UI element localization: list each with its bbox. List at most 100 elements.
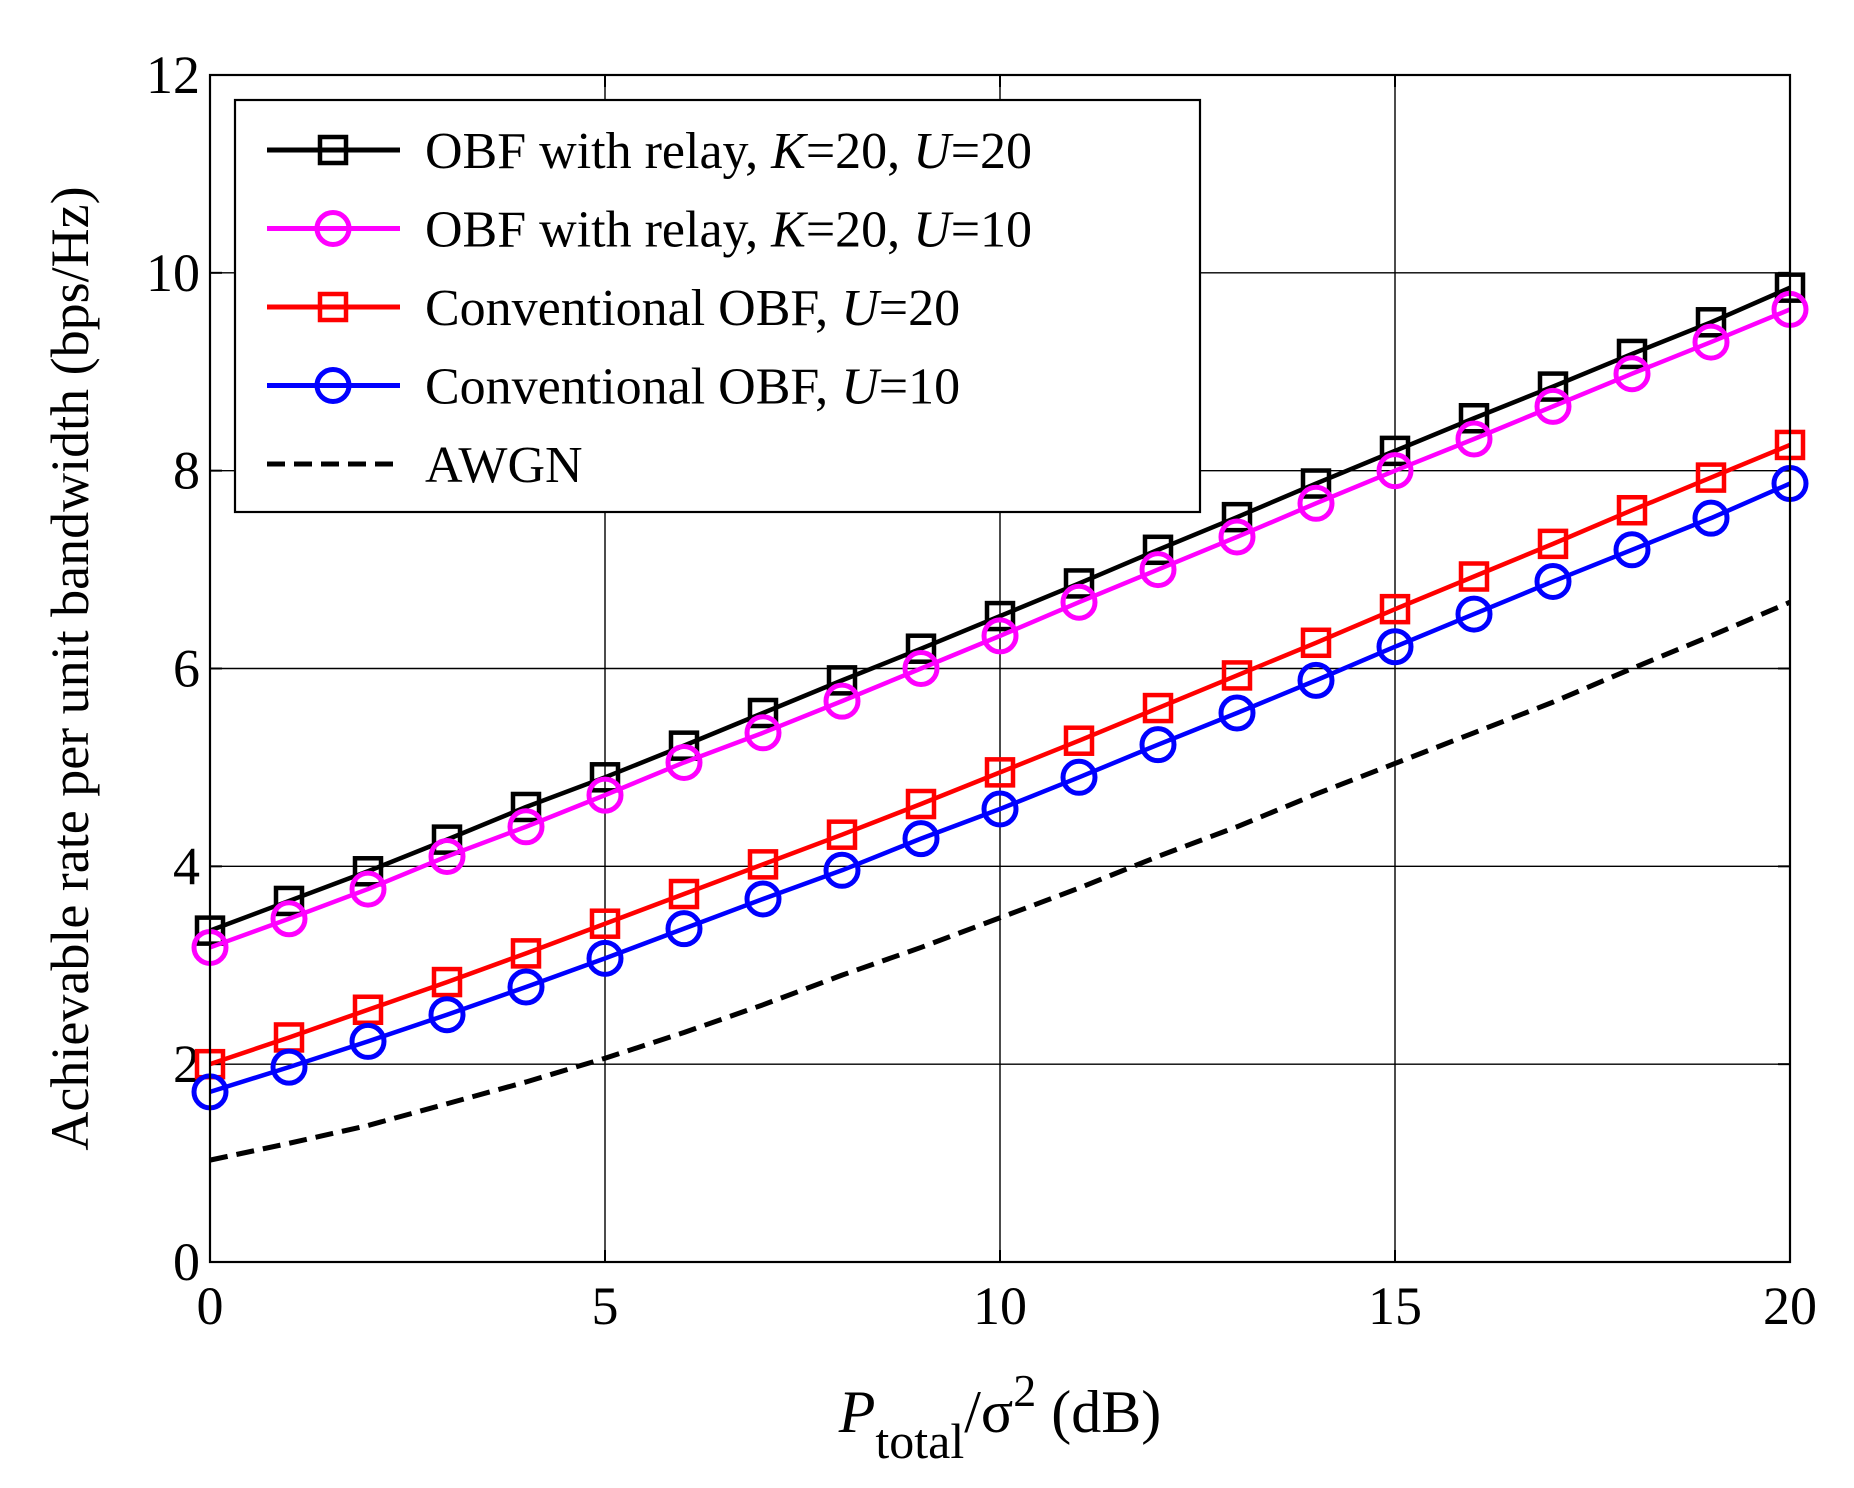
data-point-marker [1534,387,1572,425]
x-tick-label: 10 [973,1276,1027,1336]
legend: OBF with relay, K=20, U=20 OBF with relay… [233,98,1202,514]
data-point-marker [981,617,1019,655]
legend-entry: OBF with relay, K=20, U=20 [267,123,1032,180]
data-point-marker [984,757,1016,788]
data-point-marker [1379,435,1411,467]
data-point-marker [589,908,621,939]
series-1 [191,290,1809,966]
data-point-marker [507,808,545,846]
series-line [209,481,1791,1095]
data-point-marker [510,791,542,823]
data-point-marker [431,966,463,998]
data-point-marker [1534,562,1572,600]
data-point-marker [428,996,466,1034]
data-point-marker [1139,551,1177,589]
data-point-marker [1537,371,1569,402]
data-point-marker [1300,627,1332,659]
data-point-marker [1221,501,1253,533]
data-point-marker [1139,726,1177,764]
data-point-marker [273,885,305,917]
data-point-marker [823,851,861,889]
legend-entry: Conventional OBF, U=10 [267,359,960,416]
data-point-marker [352,856,384,887]
x-axis-label-main: P [838,1379,876,1445]
x-tick-label: 0 [197,1276,224,1336]
data-point-marker [1060,583,1098,621]
data-point-marker [586,776,624,814]
series-line [209,599,1791,1163]
data-point-marker [1458,402,1490,434]
x-axis-label-unit: (dB) [1036,1379,1161,1445]
data-point-marker [1300,468,1332,499]
x-tick-label: 20 [1763,1276,1817,1336]
x-axis-label-rest: /σ [964,1379,1013,1445]
data-point-marker [1537,528,1569,560]
legend-marker [317,291,349,323]
y-tick-label: 12 [146,45,200,105]
data-point-marker [1297,484,1335,522]
x-tick-label: 5 [592,1276,619,1336]
data-point-marker [1297,661,1335,699]
data-point-marker [352,994,384,1026]
y-tick-label: 6 [173,639,200,699]
data-point-marker [826,665,858,696]
data-point-marker [665,910,703,948]
data-point-marker [1218,518,1256,556]
data-point-marker [668,878,700,910]
y-tick-label: 10 [146,243,200,303]
data-point-marker [431,824,463,855]
x-tick-label: 15 [1368,1276,1422,1336]
data-point-marker [349,870,387,908]
data-point-marker [665,743,703,781]
data-point-marker [1142,534,1174,566]
data-point-marker [902,650,940,687]
data-point-marker [1455,595,1493,633]
data-point-marker [589,762,621,793]
data-point-marker [1060,758,1098,796]
series-line [209,442,1791,1067]
data-point-marker [1221,660,1253,691]
data-point-marker [744,880,782,918]
data-point-marker [747,697,779,729]
data-point-marker [905,788,937,820]
data-point-marker [270,900,308,938]
data-point-marker [1692,499,1730,537]
data-point-marker [826,819,858,850]
legend-marker [314,367,352,404]
data-point-marker [507,968,545,1006]
data-point-marker [349,1022,387,1060]
data-point-marker [747,849,779,880]
series-0 [194,272,1806,946]
series-2 [194,429,1806,1080]
data-point-marker [428,837,466,875]
data-point-marker [510,938,542,969]
data-point-marker [1458,561,1490,592]
data-point-marker [1613,531,1651,569]
x-axis-label-sup: 2 [1013,1365,1036,1416]
data-point-marker [1695,307,1727,338]
data-point-marker [1613,355,1651,393]
data-point-marker [270,1048,308,1086]
legend-entry: AWGN [267,437,583,494]
data-point-marker [1142,692,1174,724]
data-point-marker [1695,462,1727,493]
data-point-marker [1692,323,1730,361]
series-plot-area [191,272,1809,1163]
legend-marker [314,210,352,247]
data-point-marker [1063,725,1095,756]
series-line [209,307,1791,950]
data-point-marker [905,633,937,664]
data-point-marker [984,600,1016,632]
series-3 [191,465,1809,1111]
data-point-marker [1376,628,1414,666]
data-point-marker [1376,452,1414,490]
legend-entry: OBF with relay, K=20, U=10 [267,202,1032,259]
data-point-marker [1063,568,1095,599]
data-point-marker [981,790,1019,828]
y-tick-label: 0 [173,1232,200,1292]
y-tick-label: 8 [173,441,200,501]
legend-label: Conventional OBF, U=20 [425,280,960,337]
data-point-marker [668,730,700,761]
x-axis-label-sub: total [875,1413,964,1469]
